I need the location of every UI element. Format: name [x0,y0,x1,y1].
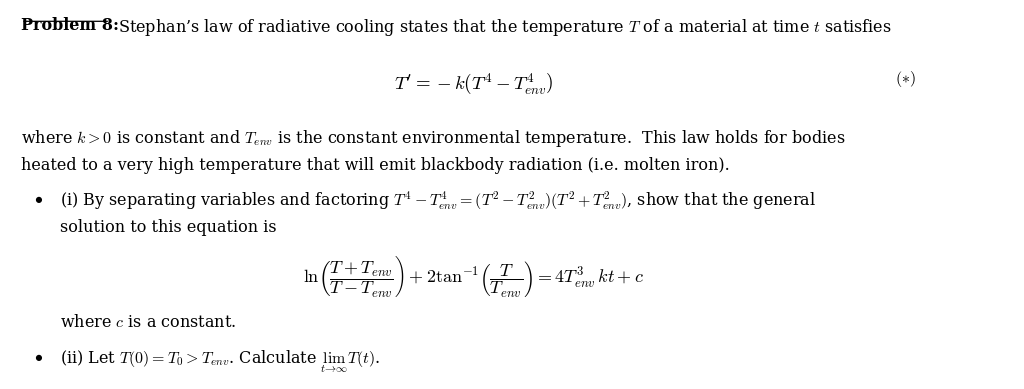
Text: Problem 8:: Problem 8: [22,18,119,35]
Text: (ii) Let $T(0) = T_0 > T_{env}$. Calculate $\lim_{t \to \infty} T(t)$.: (ii) Let $T(0) = T_0 > T_{env}$. Calcula… [60,347,381,375]
Text: $(*)$: $(*)$ [895,69,916,89]
Text: where $c$ is a constant.: where $c$ is a constant. [60,314,237,331]
Text: (i) By separating variables and factoring $T^4 - T_{env}^4 = (T^2 - T_{env}^2)(T: (i) By separating variables and factorin… [60,190,817,212]
Text: Stephan’s law of radiative cooling states that the temperature $T$ of a material: Stephan’s law of radiative cooling state… [113,18,892,39]
Text: solution to this equation is: solution to this equation is [60,219,278,236]
Text: heated to a very high temperature that will emit blackbody radiation (i.e. molte: heated to a very high temperature that w… [22,157,730,174]
Text: where $k > 0$ is constant and $T_{env}$ is the constant environmental temperatur: where $k > 0$ is constant and $T_{env}$ … [22,128,846,149]
Text: $T^{\prime} = -k\left(T^4 - T_{env}^4\right)$: $T^{\prime} = -k\left(T^4 - T_{env}^4\ri… [393,71,553,96]
Text: $\ln\!\left(\dfrac{T + T_{env}}{T - T_{env}}\right) + 2\tan^{-1}\!\left(\dfrac{T: $\ln\!\left(\dfrac{T + T_{env}}{T - T_{e… [303,254,644,298]
Text: $\bullet$: $\bullet$ [34,190,43,207]
Text: $\bullet$: $\bullet$ [34,347,43,364]
